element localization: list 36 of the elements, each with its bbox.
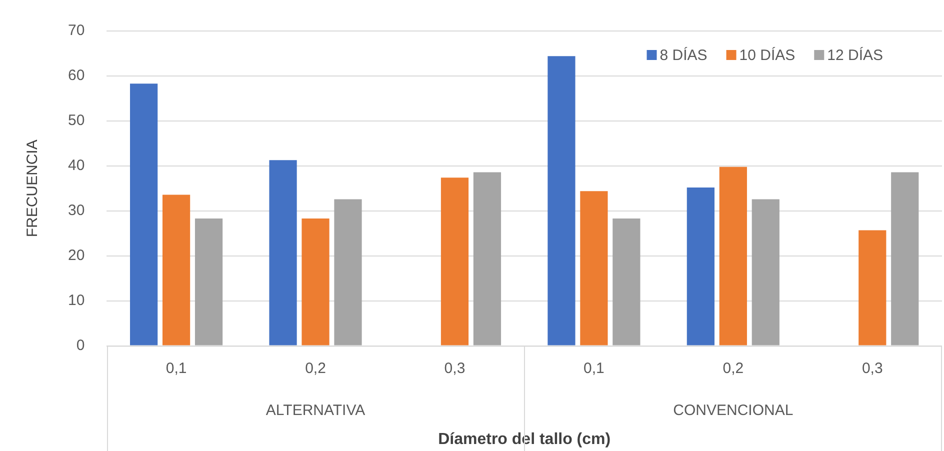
legend-label: 8 DÍAS (660, 46, 708, 64)
x-tick-label: 0,3 (862, 360, 883, 377)
bar (130, 84, 158, 346)
y-tick-label: 30 (68, 202, 85, 220)
text: ALTERNATIVA (266, 402, 366, 419)
bar (612, 218, 640, 346)
legend-label: 10 DÍAS (739, 46, 796, 64)
bar (162, 194, 190, 346)
bar (194, 218, 223, 346)
legend-label: 12 DÍAS (827, 46, 884, 64)
y-tick-label: 20 (68, 247, 85, 264)
x-tick-label: 0,2 (305, 360, 326, 377)
bar (334, 199, 362, 346)
y-tick-label: 0 (76, 336, 85, 354)
y-axis-title: FRECUENCIA (24, 140, 42, 238)
bar (858, 230, 886, 346)
x-tick-label: 0,1 (584, 360, 604, 377)
y-tick-label: 40 (68, 157, 85, 174)
x-tick-label: 0,1 (166, 360, 187, 377)
bar (548, 56, 576, 346)
bar (580, 191, 608, 346)
x-tick-label: 0,2 (722, 360, 744, 377)
y-tick-label: 60 (68, 67, 85, 84)
y-tick-label: 10 (68, 292, 85, 309)
bar (302, 218, 330, 346)
bar (752, 199, 780, 346)
y-tick-label: 70 (68, 22, 85, 40)
x-tick-label: 0,3 (444, 360, 466, 377)
bar (686, 188, 714, 346)
y-tick-label: 50 (68, 112, 85, 130)
bar (719, 166, 747, 346)
text: CONVENCIONAL (673, 402, 794, 419)
bar (269, 160, 297, 346)
bar (440, 178, 469, 346)
bar (891, 172, 919, 346)
bar (473, 172, 502, 346)
